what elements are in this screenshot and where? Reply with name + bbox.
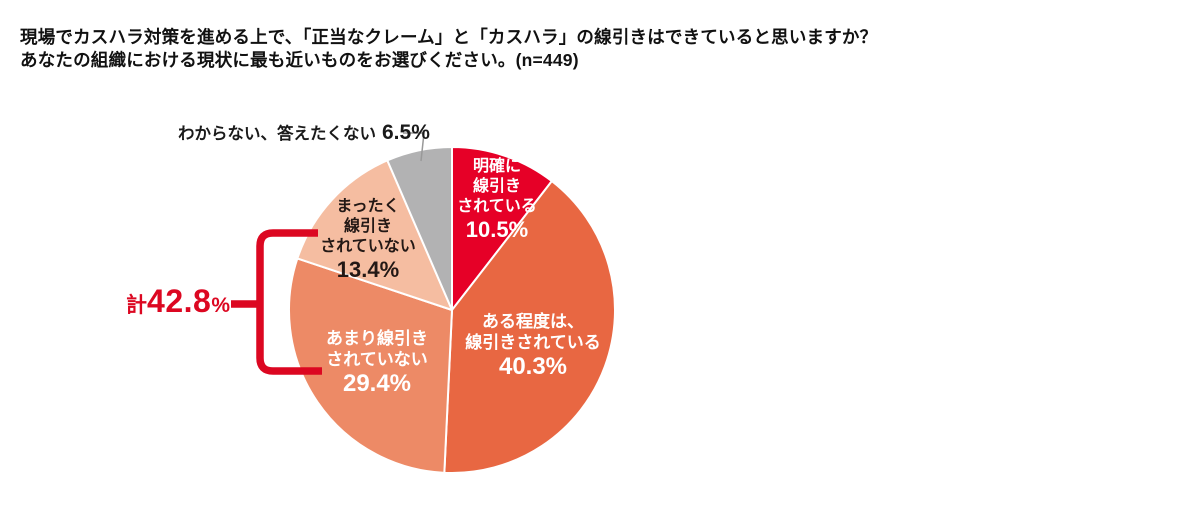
- pie-slice-4: [386, 146, 453, 311]
- pie-slice-1: [443, 180, 616, 474]
- total-annotation-value: 42.8: [147, 283, 212, 319]
- pie-label-clearly-defined-line: されている: [457, 198, 537, 215]
- pie: [287, 146, 616, 474]
- pie-value-dont-know: 6.5%: [382, 121, 430, 144]
- total-bracket: [231, 229, 322, 375]
- pie-label-not-at-all-defined-line: 線引き: [343, 218, 392, 235]
- pie-value-not-really-defined: 29.4%: [342, 370, 412, 397]
- chart-title-line-2: あなたの組織における現状に最も近いものをお選びください。(n=449): [20, 50, 579, 70]
- pie-label-not-at-all-defined-line: まったく: [336, 198, 400, 215]
- pie-label-clearly-defined-line: 明確に: [472, 158, 521, 175]
- pie-label-somewhat-defined-line: ある程度は、: [482, 312, 584, 331]
- pie-value-not-at-all-defined: 13.4%: [336, 257, 400, 282]
- pie-slice-2: [287, 257, 453, 474]
- chart-title: 現場でカスハラ対策を進める上で、「正当なクレーム」と「カスハラ」の線引きはできて…: [20, 26, 877, 72]
- pie-label-clearly-defined: 明確に 線引き されている 10.5%: [457, 157, 537, 242]
- pie-label-somewhat-defined: ある程度は、 線引きされている 40.3%: [465, 311, 601, 381]
- pie-value-somewhat-defined: 40.3%: [498, 353, 568, 380]
- pie-label-not-really-defined-line: あまり線引き: [326, 329, 428, 348]
- pie-value-clearly-defined: 10.5%: [465, 217, 529, 242]
- pie-label-not-really-defined-line: されていない: [326, 350, 428, 369]
- total-annotation-prefix: 計: [126, 294, 148, 317]
- pie-label-dont-know: わからない、答えたくない 6.5%: [178, 120, 430, 145]
- pie-label-not-really-defined: あまり線引き されていない 29.4%: [326, 328, 428, 398]
- pie-label-somewhat-defined-line: 線引きされている: [465, 333, 601, 352]
- total-annotation-suffix: %: [211, 294, 230, 317]
- pie-slice-0: [451, 146, 553, 311]
- chart-title-line-1: 現場でカスハラ対策を進める上で、「正当なクレーム」と「カスハラ」の線引きはできて…: [20, 27, 878, 47]
- leader-line-dont-know: [403, 132, 425, 162]
- pie-label-not-at-all-defined: まったく 線引き されていない 13.4%: [320, 197, 416, 282]
- pie-label-clearly-defined-line: 線引き: [472, 178, 521, 195]
- total-annotation: 計 42.8 %: [78, 283, 230, 320]
- pie-slice-3: [296, 159, 453, 311]
- pie-label-not-at-all-defined-line: されていない: [320, 238, 416, 255]
- pie-label-dont-know-text: わからない、答えたくない: [178, 125, 376, 143]
